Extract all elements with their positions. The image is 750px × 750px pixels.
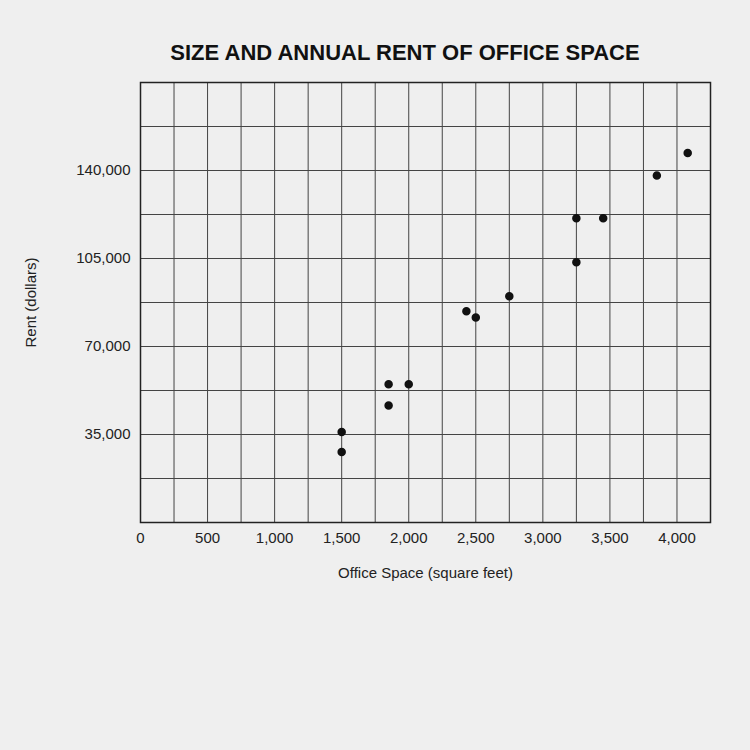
svg-text:3,000: 3,000 xyxy=(524,529,562,546)
svg-text:105,000: 105,000 xyxy=(76,249,130,266)
html-text:SIZE AND ANNUAL RENT OF OFFICE: SIZE AND ANNUAL RENT OF OFFICE SPACE xyxy=(170,40,640,65)
svg-text:1,000: 1,000 xyxy=(256,529,294,546)
svg-text:70,000: 70,000 xyxy=(85,337,131,354)
svg-text:2,000: 2,000 xyxy=(390,529,428,546)
svg-text:4,000: 4,000 xyxy=(658,529,696,546)
svg-text:35,000: 35,000 xyxy=(85,425,131,442)
svg-text:Rent (dollars): Rent (dollars) xyxy=(22,257,39,347)
svg-text:Office Space (square feet): Office Space (square feet) xyxy=(338,564,513,581)
svg-text:1,500: 1,500 xyxy=(323,529,361,546)
svg-text:500: 500 xyxy=(195,529,220,546)
svg-text:0: 0 xyxy=(136,529,144,546)
svg-text:140,000: 140,000 xyxy=(76,161,130,178)
svg-text:2,500: 2,500 xyxy=(457,529,495,546)
svg-text:3,500: 3,500 xyxy=(591,529,629,546)
